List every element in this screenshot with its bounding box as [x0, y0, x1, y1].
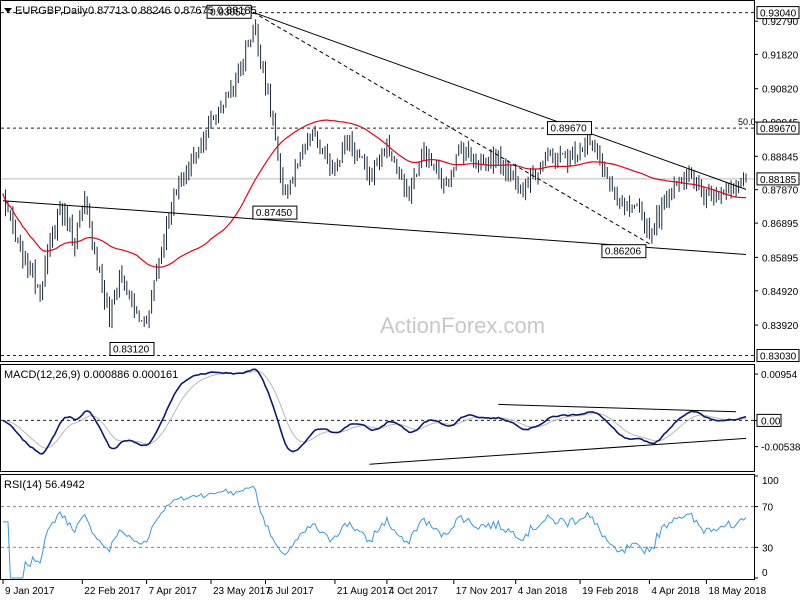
macd-tick-label: 0.00954 — [761, 370, 798, 381]
price-level-label: 0.89670 — [760, 124, 797, 135]
collapse-triangle-icon — [4, 8, 12, 13]
ohlc-close: 0.88185 — [217, 5, 257, 17]
ohlc-low: 0.87675 — [174, 5, 214, 17]
pivot-label-box — [547, 121, 592, 136]
rsi-title: RSI(14) 56.4942 — [4, 479, 85, 491]
price-level-box — [756, 349, 800, 362]
ohlc-high: 0.88246 — [131, 5, 171, 17]
price-tick-label: 0.92790 — [762, 17, 799, 28]
price-tick-label: 0.88845 — [762, 152, 799, 163]
pivot-label-box — [601, 244, 647, 259]
rsi-panel-frame — [0, 474, 755, 580]
pivot-label: 0.93050 — [210, 7, 247, 18]
x-tick-label: 4 Apr 2018 — [651, 586, 700, 597]
price-level-label: 0.93040 — [760, 9, 797, 20]
macd-line — [2, 368, 747, 455]
price-tick-label: 0.85895 — [762, 253, 799, 264]
x-tick-label: 4 Jan 2018 — [518, 586, 568, 597]
rsi-tick-label: 100 — [762, 476, 779, 487]
pivot-label-box — [252, 205, 298, 220]
price-tick-label: 0.90820 — [762, 85, 799, 96]
pivot-label-box — [206, 4, 252, 19]
pivot-label: 0.87450 — [256, 208, 293, 219]
price-tick-label: 0.87870 — [762, 186, 799, 197]
price-level-label: 0.83030 — [760, 352, 797, 363]
price-level-box — [756, 172, 800, 186]
pivot-label-box — [109, 342, 155, 356]
x-tick-label: 23 May 2017 — [213, 586, 271, 597]
rsi-tick-label: 0 — [762, 568, 768, 579]
macd-zero-box — [756, 413, 782, 427]
x-tick-label: 17 Nov 2017 — [456, 586, 513, 597]
price-panel-frame — [0, 0, 755, 362]
macd-title: MACD(12,26,9) 0.000886 0.000161 — [4, 369, 178, 381]
x-tick-label: 4 Oct 2017 — [389, 586, 438, 597]
price-level-box — [756, 121, 800, 135]
x-tick-label: 22 Feb 2017 — [84, 586, 141, 597]
rsi-line — [3, 485, 747, 579]
price-tick-label: 0.86895 — [762, 219, 799, 230]
price-tick-label: 0.83920 — [762, 321, 799, 332]
price-level-box — [756, 6, 800, 20]
macd-tick-label: -0.00538 — [761, 443, 800, 454]
rsi-tick-label: 30 — [762, 543, 774, 554]
x-tick-label: 9 Jan 2017 — [5, 586, 55, 597]
watermark: ActionForex.com — [380, 313, 545, 338]
x-tick-label: 19 Feb 2018 — [582, 586, 639, 597]
pivot-label: 0.89670 — [551, 124, 588, 135]
x-tick-label: 21 Aug 2017 — [337, 586, 394, 597]
price-tick-label: 0.91820 — [762, 50, 799, 61]
sma-line — [2, 119, 747, 268]
macd-trendline — [369, 437, 747, 465]
macd-panel-frame — [0, 364, 755, 472]
price-level-label: 0.88185 — [760, 175, 797, 186]
rsi-tick-label: 70 — [762, 503, 774, 514]
pivot-label: 0.83120 — [113, 345, 150, 356]
macd-trendline — [498, 403, 737, 413]
macd-tick-label: 0.00 — [761, 416, 781, 427]
fib-level-label: 50.0 — [738, 117, 756, 127]
trendline — [252, 11, 747, 190]
symbol-timeframe: EURGBP,Daily — [15, 5, 88, 17]
price-tick-label: 0.84920 — [762, 287, 799, 298]
price-title: EURGBP,Daily 0.87713 0.88246 0.87675 0.8… — [4, 5, 257, 17]
x-tick-label: 7 Apr 2017 — [149, 586, 198, 597]
ohlc-open: 0.87713 — [88, 5, 128, 17]
x-tick-label: 18 May 2018 — [708, 586, 766, 597]
x-tick-label: 6 Jul 2017 — [268, 586, 315, 597]
pivot-label: 0.86206 — [605, 247, 642, 258]
